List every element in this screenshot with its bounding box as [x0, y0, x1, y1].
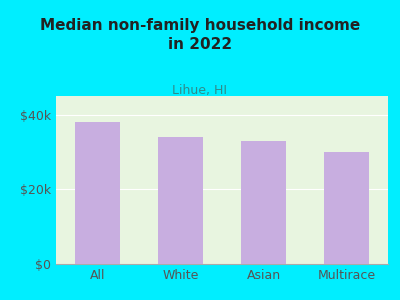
Bar [158, 137, 203, 264]
Text: Median non-family household income
in 2022: Median non-family household income in 20… [40, 18, 360, 52]
Text: Lihue, HI: Lihue, HI [172, 84, 228, 97]
Bar [324, 152, 369, 264]
Bar [75, 122, 120, 264]
Bar [241, 141, 286, 264]
